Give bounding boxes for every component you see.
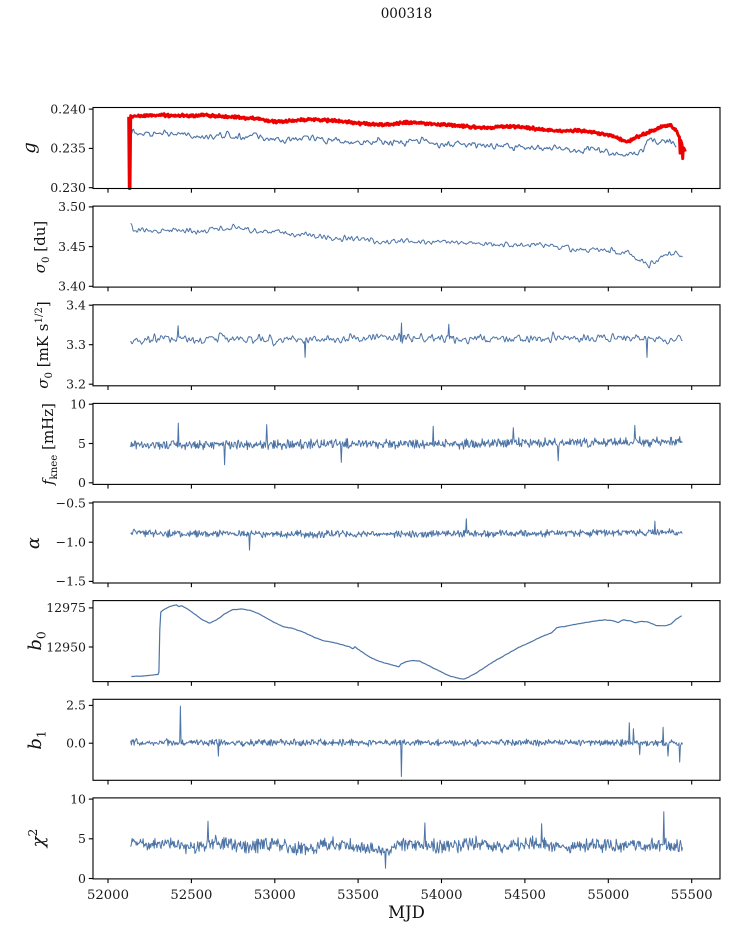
y-tick-label: 10 <box>70 397 86 412</box>
series-sigma0-du <box>130 222 683 269</box>
y-tick-label: 3.3 <box>66 337 86 352</box>
panel-g: 0.230 0.235 0.240 <box>50 101 721 195</box>
panel-alpha: −1.5 −1.0 −0.5 <box>56 495 721 589</box>
series-sigma0-mks <box>130 322 683 358</box>
series-fknee <box>130 422 683 466</box>
panel-frame <box>92 501 721 584</box>
series-gain-smoothed <box>127 112 687 190</box>
y-tick-label: 12950 <box>46 639 86 654</box>
y-tick-label: 0.0 <box>66 736 86 751</box>
y-tick-label: 5 <box>78 831 86 846</box>
y-tick-label: 3.50 <box>58 199 86 214</box>
x-tick-label: 53500 <box>337 888 379 903</box>
y-tick-label: −1.5 <box>56 574 86 589</box>
series-b0 <box>131 604 682 680</box>
y-tick-label: 3.40 <box>58 279 86 294</box>
x-tick-label: 55500 <box>671 888 713 903</box>
y-tick-label: −0.5 <box>56 495 86 510</box>
y-tick-label: 3.45 <box>58 239 86 254</box>
panel-frame <box>92 600 721 683</box>
panel-sigma0_du: 3.40 3.45 3.50 <box>58 199 721 294</box>
panel-sigma0_mks: 3.2 3.3 3.4 <box>66 298 721 392</box>
series-gain-raw <box>130 128 677 157</box>
panel-frame <box>92 106 721 190</box>
y-tick-label: 2.5 <box>66 698 86 713</box>
x-tick-label: 52000 <box>87 888 129 903</box>
y-tick-label: 0 <box>78 871 86 886</box>
panel-b0: 12950 12975 <box>46 600 721 686</box>
y-tick-label: −1.0 <box>56 535 86 550</box>
y-label-chi2: χ2 <box>26 829 49 848</box>
y-tick-label: 0.240 <box>50 101 86 116</box>
figure-title: 000318 <box>380 6 433 22</box>
series-b1 <box>130 705 683 777</box>
panel-frame <box>92 205 721 288</box>
y-tick-label: 10 <box>70 791 86 806</box>
panel-frame <box>92 304 721 387</box>
x-axis-label: MJD <box>388 903 425 922</box>
x-tick-label: 54000 <box>421 888 463 903</box>
y-tick-label: 0.235 <box>50 141 86 156</box>
y-tick-label: 3.4 <box>66 298 86 313</box>
x-tick-label: 52500 <box>170 888 212 903</box>
panel-frame <box>92 698 721 781</box>
x-tick-label: 55000 <box>587 888 629 903</box>
series-alpha <box>130 518 683 551</box>
panel-b1: 0.0 2.5 <box>66 698 721 785</box>
x-tick-label: 54500 <box>504 888 546 903</box>
x-tick-label: 53000 <box>254 888 296 903</box>
series-chi2 <box>130 811 683 869</box>
panel-f_knee: 0 5 10 <box>70 397 721 490</box>
y-tick-label: 12975 <box>46 600 86 615</box>
y-tick-label: 3.2 <box>66 377 86 392</box>
panel-chi2: 0 5 10 <box>70 791 721 886</box>
y-tick-label: 0.230 <box>50 180 86 195</box>
y-tick-label: 0 <box>78 475 86 490</box>
y-tick-label: 5 <box>78 436 86 451</box>
panel-frame <box>92 797 721 880</box>
